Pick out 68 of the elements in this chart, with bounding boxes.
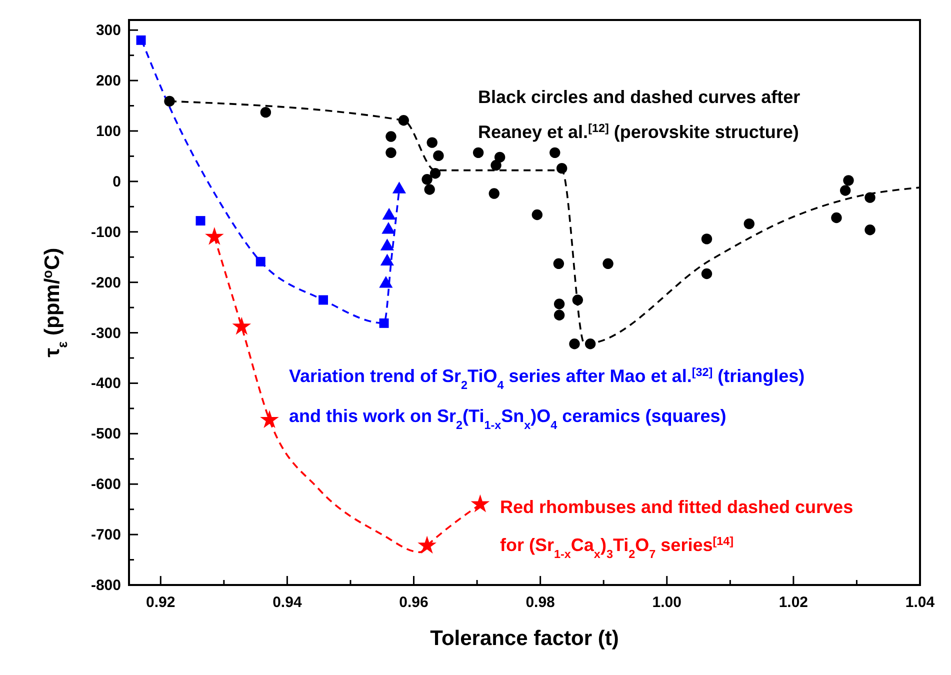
point — [831, 212, 842, 224]
point — [256, 256, 266, 266]
point — [843, 175, 854, 186]
y-tick-label: 100 — [96, 122, 121, 140]
point — [232, 316, 252, 335]
point — [494, 152, 506, 163]
annotation: Red rhombuses and fitted dashed curves — [500, 497, 854, 517]
point — [470, 494, 490, 512]
y-tick-label: 0 — [112, 173, 121, 190]
x-tick-label: 1.00 — [652, 594, 682, 611]
point — [433, 150, 444, 162]
point — [490, 160, 502, 171]
y-tick-label: -600 — [90, 476, 121, 494]
point — [418, 536, 436, 554]
point — [532, 209, 543, 220]
point — [840, 185, 851, 196]
x-tick-label: 1.02 — [778, 594, 808, 611]
point — [701, 268, 712, 280]
point — [550, 147, 560, 158]
point — [864, 192, 876, 203]
point — [584, 338, 596, 350]
point — [554, 310, 565, 320]
point — [556, 162, 568, 174]
x-tick-label: 0.92 — [146, 594, 176, 611]
point — [744, 218, 754, 230]
point — [136, 35, 146, 45]
text: for (Sr$_{1-x}$Ca$_{x}$)$_{3}$Ti$_{2}$O$_{7}$ series$^{[14]}$ — [500, 534, 734, 560]
y-tick-label: 200 — [96, 72, 121, 90]
x-tick-label: 0.94 — [272, 594, 302, 611]
y-tick-label: -800 — [90, 577, 121, 594]
point — [602, 258, 614, 269]
point — [196, 216, 206, 226]
point — [164, 96, 175, 107]
point — [864, 224, 876, 236]
point — [386, 147, 396, 158]
point — [379, 318, 389, 328]
point — [554, 298, 565, 310]
point — [472, 147, 484, 158]
point — [430, 168, 441, 179]
y-tick-label: -300 — [90, 324, 121, 342]
y-tick-label: -200 — [90, 274, 121, 292]
y-tick-label: 300 — [96, 22, 121, 40]
y-tick-label: -700 — [90, 526, 121, 544]
point — [426, 137, 438, 148]
point — [701, 234, 712, 244]
point — [318, 295, 328, 305]
x-tick-label: 0.96 — [399, 594, 428, 611]
annotation: Variation trend of Sr$_{2}$TiO$_{4}$ series after Mao et al.$^{[32]}$ (triangles) — [289, 366, 805, 392]
y-tick-label: -400 — [90, 375, 121, 392]
point — [260, 106, 272, 118]
text: and this work on Sr$_{2}$(Ti$_{1-x}$Sn$_{x}$)O$_{4}$ ceramics (squares) — [289, 406, 726, 432]
point — [422, 174, 432, 185]
annotation: Reaney et al.$^{[12]}$ (perovskite structure) — [478, 122, 799, 142]
x-tick-label: 0.98 — [526, 594, 555, 611]
annotation: Black circles and dashed curves after — [478, 87, 800, 107]
y-tick-label: -500 — [90, 426, 121, 443]
point — [569, 338, 580, 350]
x-tick-label: 1.04 — [905, 594, 936, 611]
point — [205, 227, 224, 245]
point — [386, 131, 396, 142]
point — [553, 258, 564, 269]
point — [572, 294, 584, 306]
point — [398, 115, 409, 126]
point — [424, 184, 435, 195]
y-tick-label: -100 — [90, 224, 121, 241]
x-axis-title: Tolerance factor (t) — [430, 627, 619, 650]
point — [488, 188, 500, 199]
point — [260, 410, 279, 428]
